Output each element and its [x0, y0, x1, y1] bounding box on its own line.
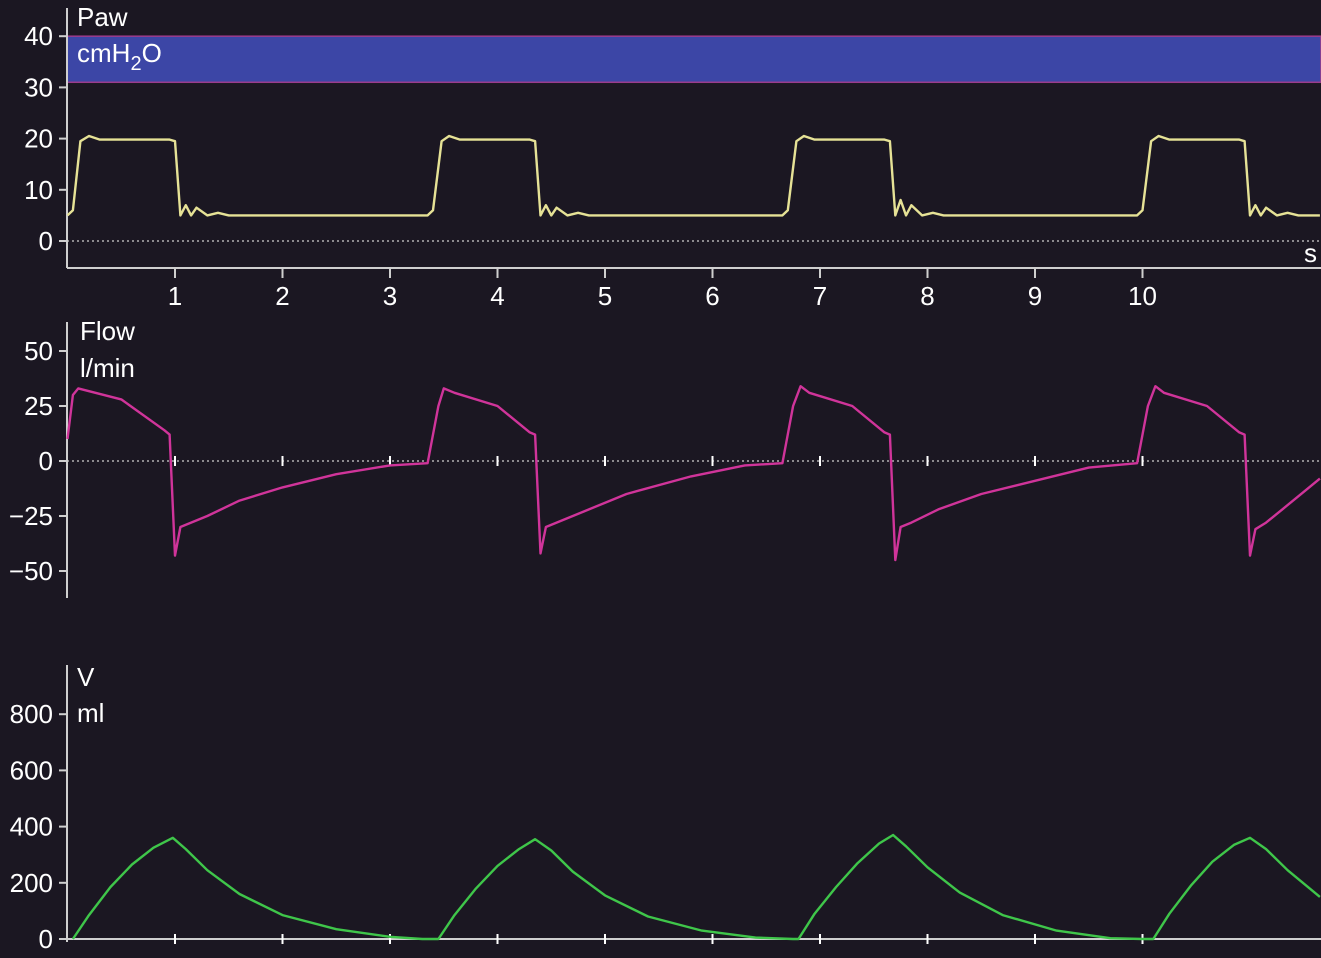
x-tick-label: 8 — [920, 281, 934, 311]
x-tick-label: 2 — [275, 281, 289, 311]
y-tick-label: 10 — [24, 175, 53, 205]
alarm-limit-band — [66, 35, 1321, 84]
y-tick-label: 0 — [39, 924, 53, 954]
signal-label: Flow — [80, 316, 135, 346]
y-tick-label: 0 — [39, 226, 53, 256]
y-tick-label: 25 — [24, 391, 53, 421]
waveform-flow — [66, 385, 1321, 562]
y-tick-label: −25 — [9, 501, 53, 531]
x-tick-label: 10 — [1128, 281, 1157, 311]
y-tick-label: 20 — [24, 124, 53, 154]
y-tick-label: 0 — [39, 446, 53, 476]
y-tick-label: 200 — [10, 868, 53, 898]
panel-v: 0 200 400 600 800 Vml — [10, 662, 1321, 954]
panel-paw: 0 10 20 30 40 1 2 3 4 5 6 7 8 9 10 s Paw cmH2O — [24, 2, 1321, 311]
y-tick-label: 30 — [24, 72, 53, 102]
waveform-paw — [66, 134, 1320, 217]
x-tick-label: 3 — [383, 281, 397, 311]
x-tick-label: 6 — [705, 281, 719, 311]
unit-label: cmH2O — [77, 38, 162, 75]
x-tick-label: 9 — [1028, 281, 1042, 311]
panel-flow: −50 −25 0 25 50 Flow l/min — [9, 316, 1321, 598]
x-tick-label: 7 — [813, 281, 827, 311]
y-tick-label: 50 — [24, 336, 53, 366]
y-tick-label: 600 — [10, 755, 53, 785]
x-unit-label: s — [1304, 238, 1317, 268]
unit-label: ml — [77, 698, 104, 728]
waveform-v — [71, 833, 1321, 941]
y-tick-label: 400 — [10, 812, 53, 842]
signal-label: Paw — [77, 2, 128, 32]
y-tick-label: 40 — [24, 21, 53, 51]
y-tick-label: −50 — [9, 556, 53, 586]
signal-label: V — [77, 662, 95, 692]
unit-label: l/min — [80, 353, 135, 383]
x-tick-label: 1 — [168, 281, 182, 311]
x-tick-label: 5 — [598, 281, 612, 311]
y-tick-label: 800 — [10, 699, 53, 729]
x-tick-label: 4 — [490, 281, 504, 311]
